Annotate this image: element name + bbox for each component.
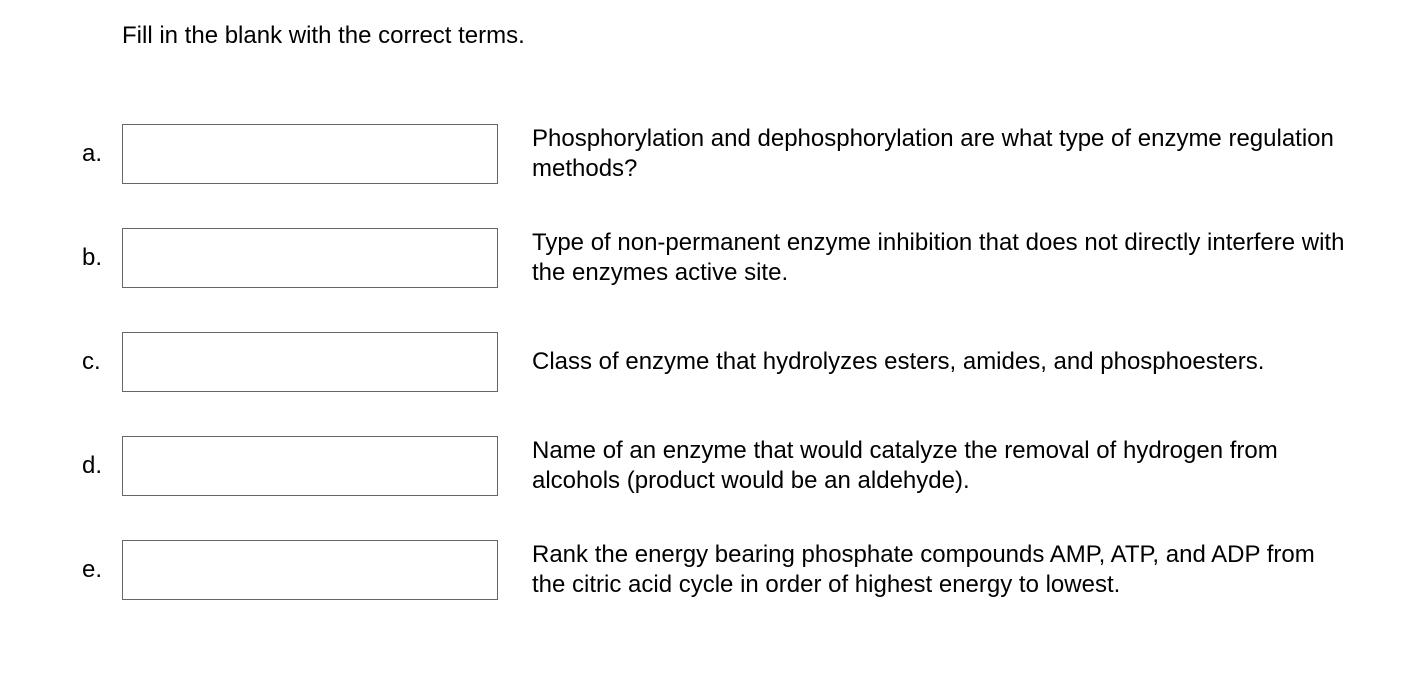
answer-input-c[interactable] [122, 332, 498, 392]
instruction-text: Fill in the blank with the correct terms… [122, 22, 1406, 50]
items-container: a. Phosphorylation and dephosphorylation… [82, 124, 1406, 600]
item-row-a: a. Phosphorylation and dephosphorylation… [82, 124, 1406, 184]
item-letter: c. [82, 348, 122, 376]
item-description: Type of non-permanent enzyme inhibition … [532, 228, 1352, 288]
answer-input-a[interactable] [122, 124, 498, 184]
item-description: Phosphorylation and dephosphorylation ar… [532, 124, 1352, 184]
item-description: Name of an enzyme that would catalyze th… [532, 436, 1352, 496]
item-row-c: c. Class of enzyme that hydrolyzes ester… [82, 332, 1406, 392]
item-row-d: d. Name of an enzyme that would catalyze… [82, 436, 1406, 496]
item-description: Rank the energy bearing phosphate compou… [532, 540, 1352, 600]
answer-input-e[interactable] [122, 540, 498, 600]
item-description: Class of enzyme that hydrolyzes esters, … [532, 347, 1264, 377]
item-letter: e. [82, 556, 122, 584]
item-letter: d. [82, 452, 122, 480]
item-row-b: b. Type of non-permanent enzyme inhibiti… [82, 228, 1406, 288]
item-letter: b. [82, 244, 122, 272]
answer-input-d[interactable] [122, 436, 498, 496]
item-letter: a. [82, 140, 122, 168]
answer-input-b[interactable] [122, 228, 498, 288]
item-row-e: e. Rank the energy bearing phosphate com… [82, 540, 1406, 600]
